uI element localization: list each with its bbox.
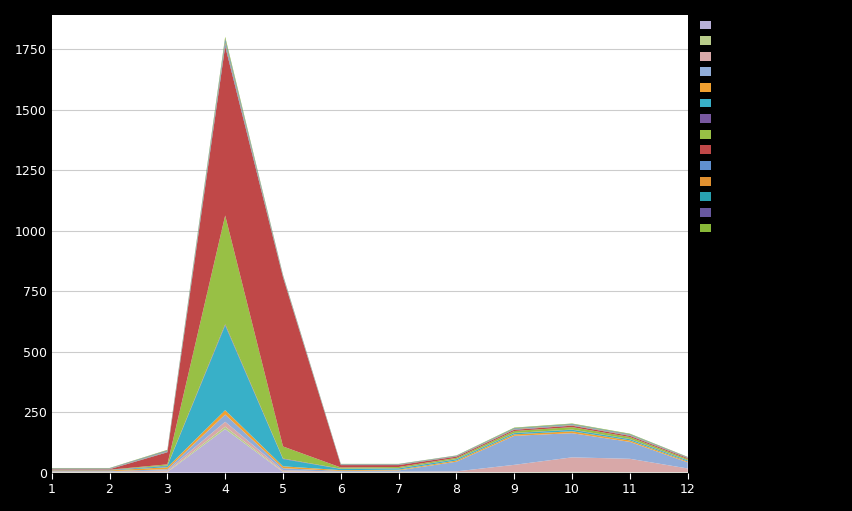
Legend: , , , , , , , , , , , , , : , , , , , , , , , , , , ,: [699, 20, 713, 234]
